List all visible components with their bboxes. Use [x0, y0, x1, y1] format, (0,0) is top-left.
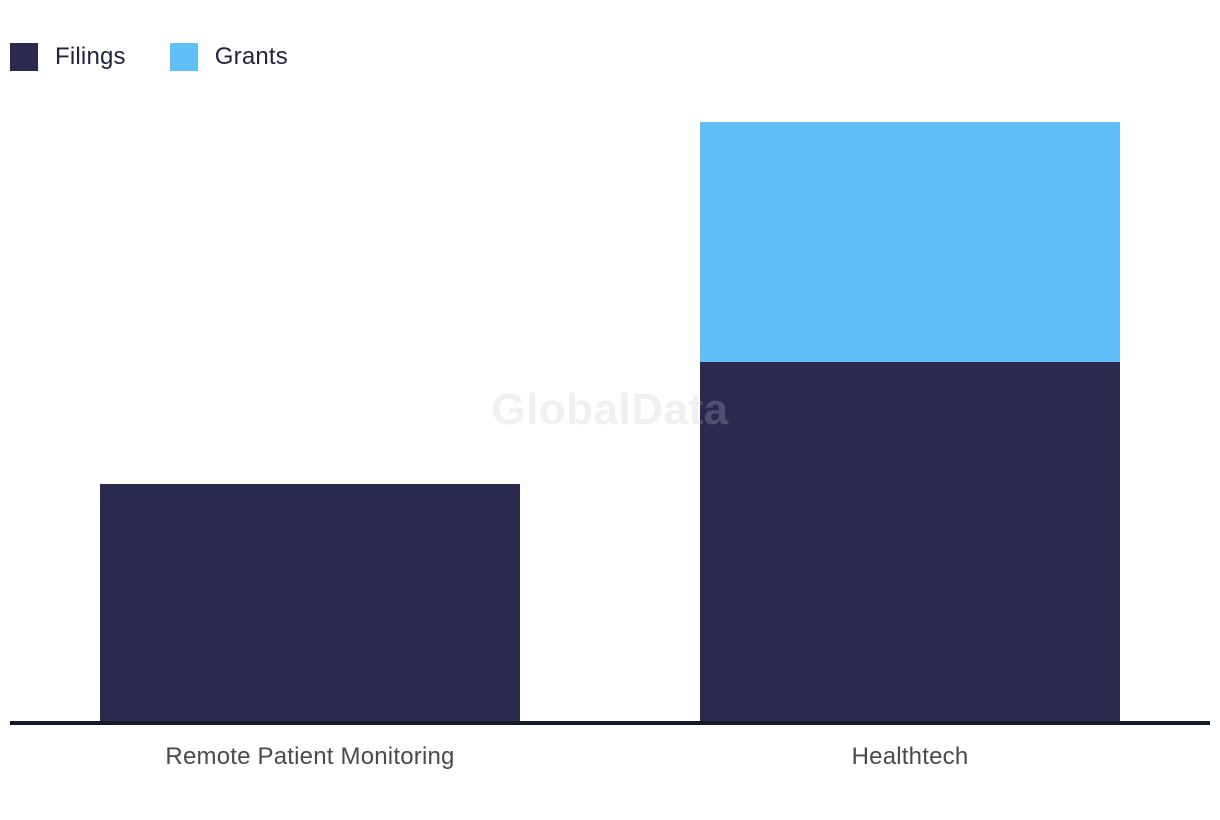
grants-legend-label: Grants [214, 43, 288, 70]
filings-legend-label: Filings [55, 43, 126, 70]
legend: Filings Grants [10, 43, 288, 71]
bar-healthtech [700, 122, 1120, 721]
bar-segment-filings-1 [700, 362, 1120, 721]
filings-color-swatch [10, 43, 38, 71]
legend-item-filings: Filings [10, 43, 126, 71]
x-axis-line [10, 721, 1210, 725]
x-axis-label-remote-patient-monitoring: Remote Patient Monitoring [165, 743, 455, 770]
bar-segment-grants-1 [700, 122, 1120, 362]
x-axis-label-healthtech: Healthtech [851, 743, 969, 770]
legend-item-grants: Grants [169, 43, 288, 71]
grants-color-swatch [169, 43, 198, 71]
bar-remote-patient-monitoring [100, 484, 520, 721]
bar-segment-filings-0 [100, 484, 520, 721]
